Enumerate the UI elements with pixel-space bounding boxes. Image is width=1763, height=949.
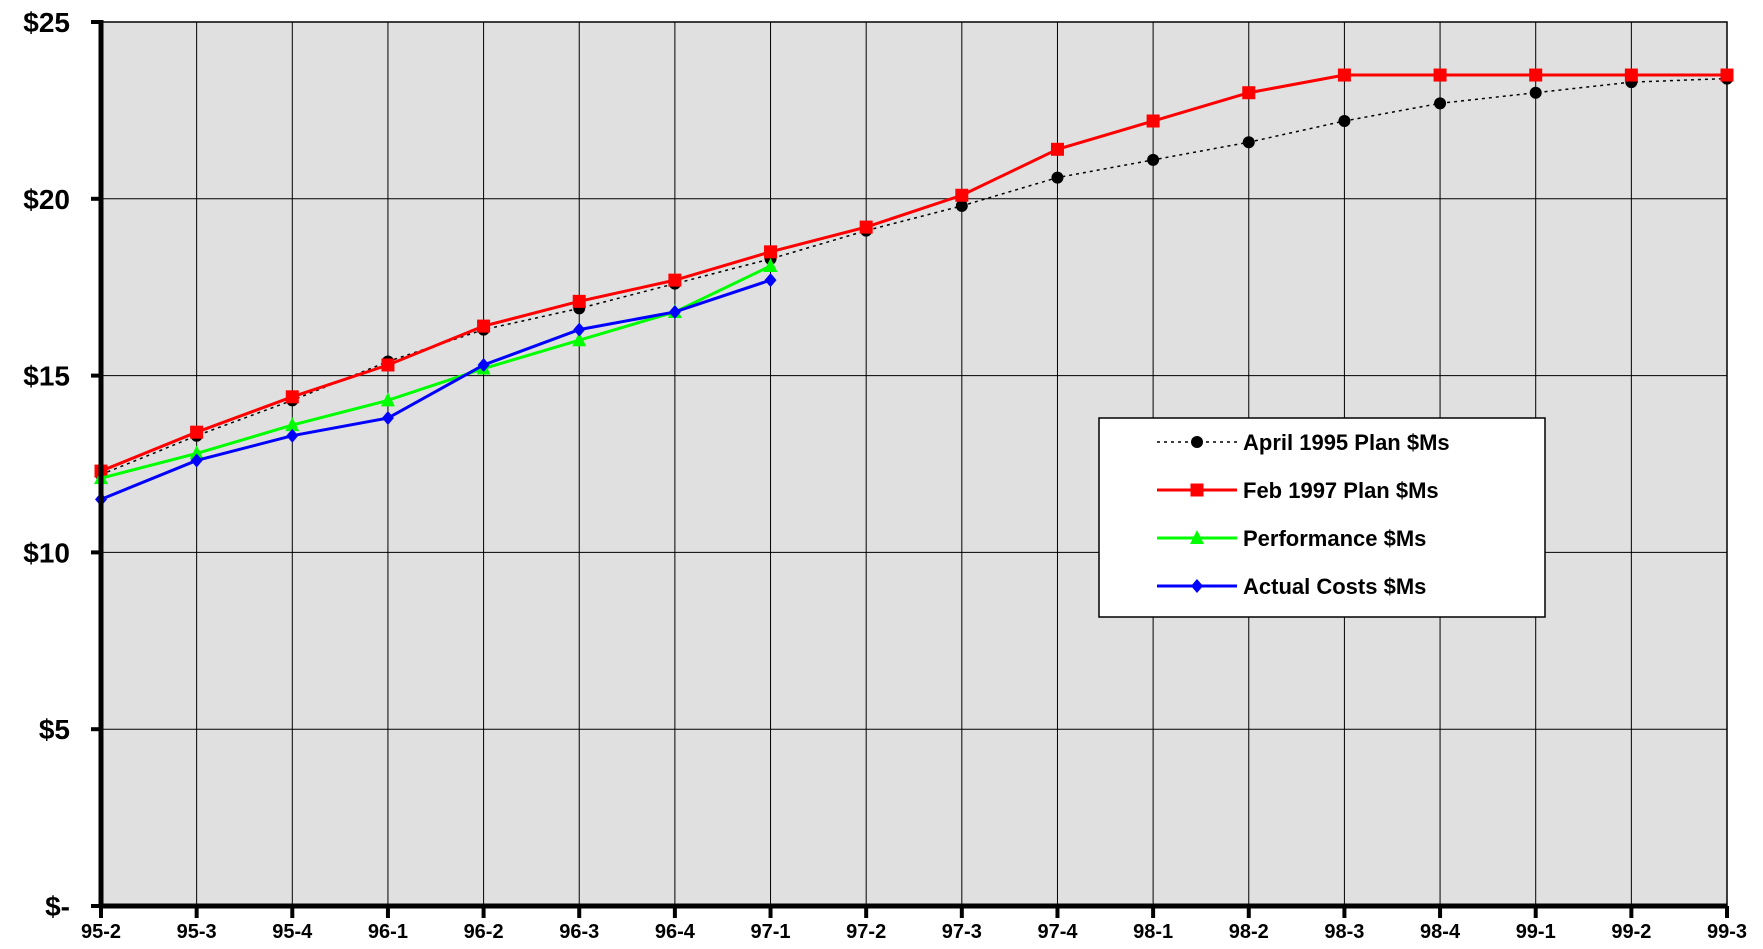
data-point xyxy=(1242,136,1255,149)
data-point xyxy=(1433,68,1447,82)
legend-label: Performance $Ms xyxy=(1243,526,1426,551)
data-point xyxy=(380,392,395,407)
series-line xyxy=(100,73,1727,473)
data-point xyxy=(189,445,204,460)
x-tick-label: 97-2 xyxy=(846,921,886,943)
data-point xyxy=(572,332,587,347)
legend-marker xyxy=(1191,579,1203,593)
x-tick-label: 95-3 xyxy=(177,921,217,943)
data-point xyxy=(1337,68,1351,82)
x-tick-label: 97-3 xyxy=(942,921,982,943)
legend-marker xyxy=(1190,530,1204,544)
x-tick-label: 95-2 xyxy=(81,921,121,943)
data-point xyxy=(286,428,299,443)
data-point xyxy=(1720,68,1734,82)
data-point xyxy=(1146,114,1160,128)
data-point xyxy=(381,411,394,426)
y-tick-label: $15 xyxy=(23,361,70,392)
data-point xyxy=(764,245,778,259)
x-tick-label: 96-2 xyxy=(464,921,504,943)
data-point xyxy=(285,417,300,432)
series-4 xyxy=(95,273,777,507)
x-tick-label: 97-4 xyxy=(1037,921,1078,943)
legend-entry-3: Performance $Ms xyxy=(1157,526,1426,551)
data-point xyxy=(285,390,299,404)
legend-label: Feb 1997 Plan $Ms xyxy=(1243,478,1439,503)
data-point xyxy=(1529,86,1542,99)
data-point xyxy=(190,425,204,439)
legend-label: Actual Costs $Ms xyxy=(1243,574,1426,599)
data-point xyxy=(763,257,778,272)
x-tick-label: 98-2 xyxy=(1229,921,1269,943)
legend-entry-4: Actual Costs $Ms xyxy=(1157,574,1426,599)
x-tick-label: 95-4 xyxy=(272,921,313,943)
x-tick-label: 96-1 xyxy=(368,921,408,943)
x-tick-label: 98-1 xyxy=(1133,921,1173,943)
data-point xyxy=(477,357,490,372)
y-tick-label: $- xyxy=(45,891,70,922)
x-tick-label: 99-3 xyxy=(1707,921,1747,943)
x-tick-label: 97-1 xyxy=(751,921,791,943)
data-point xyxy=(1051,171,1064,184)
data-point xyxy=(573,322,586,337)
data-point xyxy=(1050,142,1064,156)
data-point xyxy=(1434,97,1447,110)
y-tick-label: $5 xyxy=(39,714,70,745)
series-line xyxy=(100,278,772,501)
data-point xyxy=(1242,86,1256,100)
data-point xyxy=(668,273,682,287)
data-point xyxy=(764,273,777,288)
x-tick-label: 98-4 xyxy=(1420,921,1461,943)
x-tick-label: 99-2 xyxy=(1611,921,1651,943)
y-tick-label: $20 xyxy=(23,184,70,215)
data-point xyxy=(1624,68,1638,82)
x-tick-label: 96-3 xyxy=(559,921,599,943)
data-point xyxy=(572,294,586,308)
data-point xyxy=(190,453,203,468)
data-point xyxy=(1147,153,1160,166)
legend xyxy=(1098,417,1546,618)
data-point xyxy=(1529,68,1543,82)
y-tick-label: $25 xyxy=(23,7,70,38)
x-tick-label: 98-3 xyxy=(1324,921,1364,943)
data-point xyxy=(668,304,681,319)
series-line xyxy=(100,77,1728,476)
series-2 xyxy=(94,68,1734,478)
data-point xyxy=(477,319,491,333)
data-point xyxy=(859,220,873,234)
legend-entry-1: April 1995 Plan $Ms xyxy=(1157,430,1450,455)
y-tick-label: $10 xyxy=(23,537,70,568)
data-point xyxy=(955,188,969,202)
x-tick-label: 96-4 xyxy=(655,921,696,943)
legend-marker xyxy=(1190,483,1204,497)
legend-marker xyxy=(1191,436,1203,448)
data-point xyxy=(1338,115,1351,128)
legend-label: April 1995 Plan $Ms xyxy=(1243,430,1450,455)
series-line xyxy=(100,264,772,480)
legend-entry-2: Feb 1997 Plan $Ms xyxy=(1157,478,1439,503)
x-tick-label: 99-1 xyxy=(1516,921,1556,943)
data-point xyxy=(381,358,395,372)
data-point xyxy=(955,199,968,212)
